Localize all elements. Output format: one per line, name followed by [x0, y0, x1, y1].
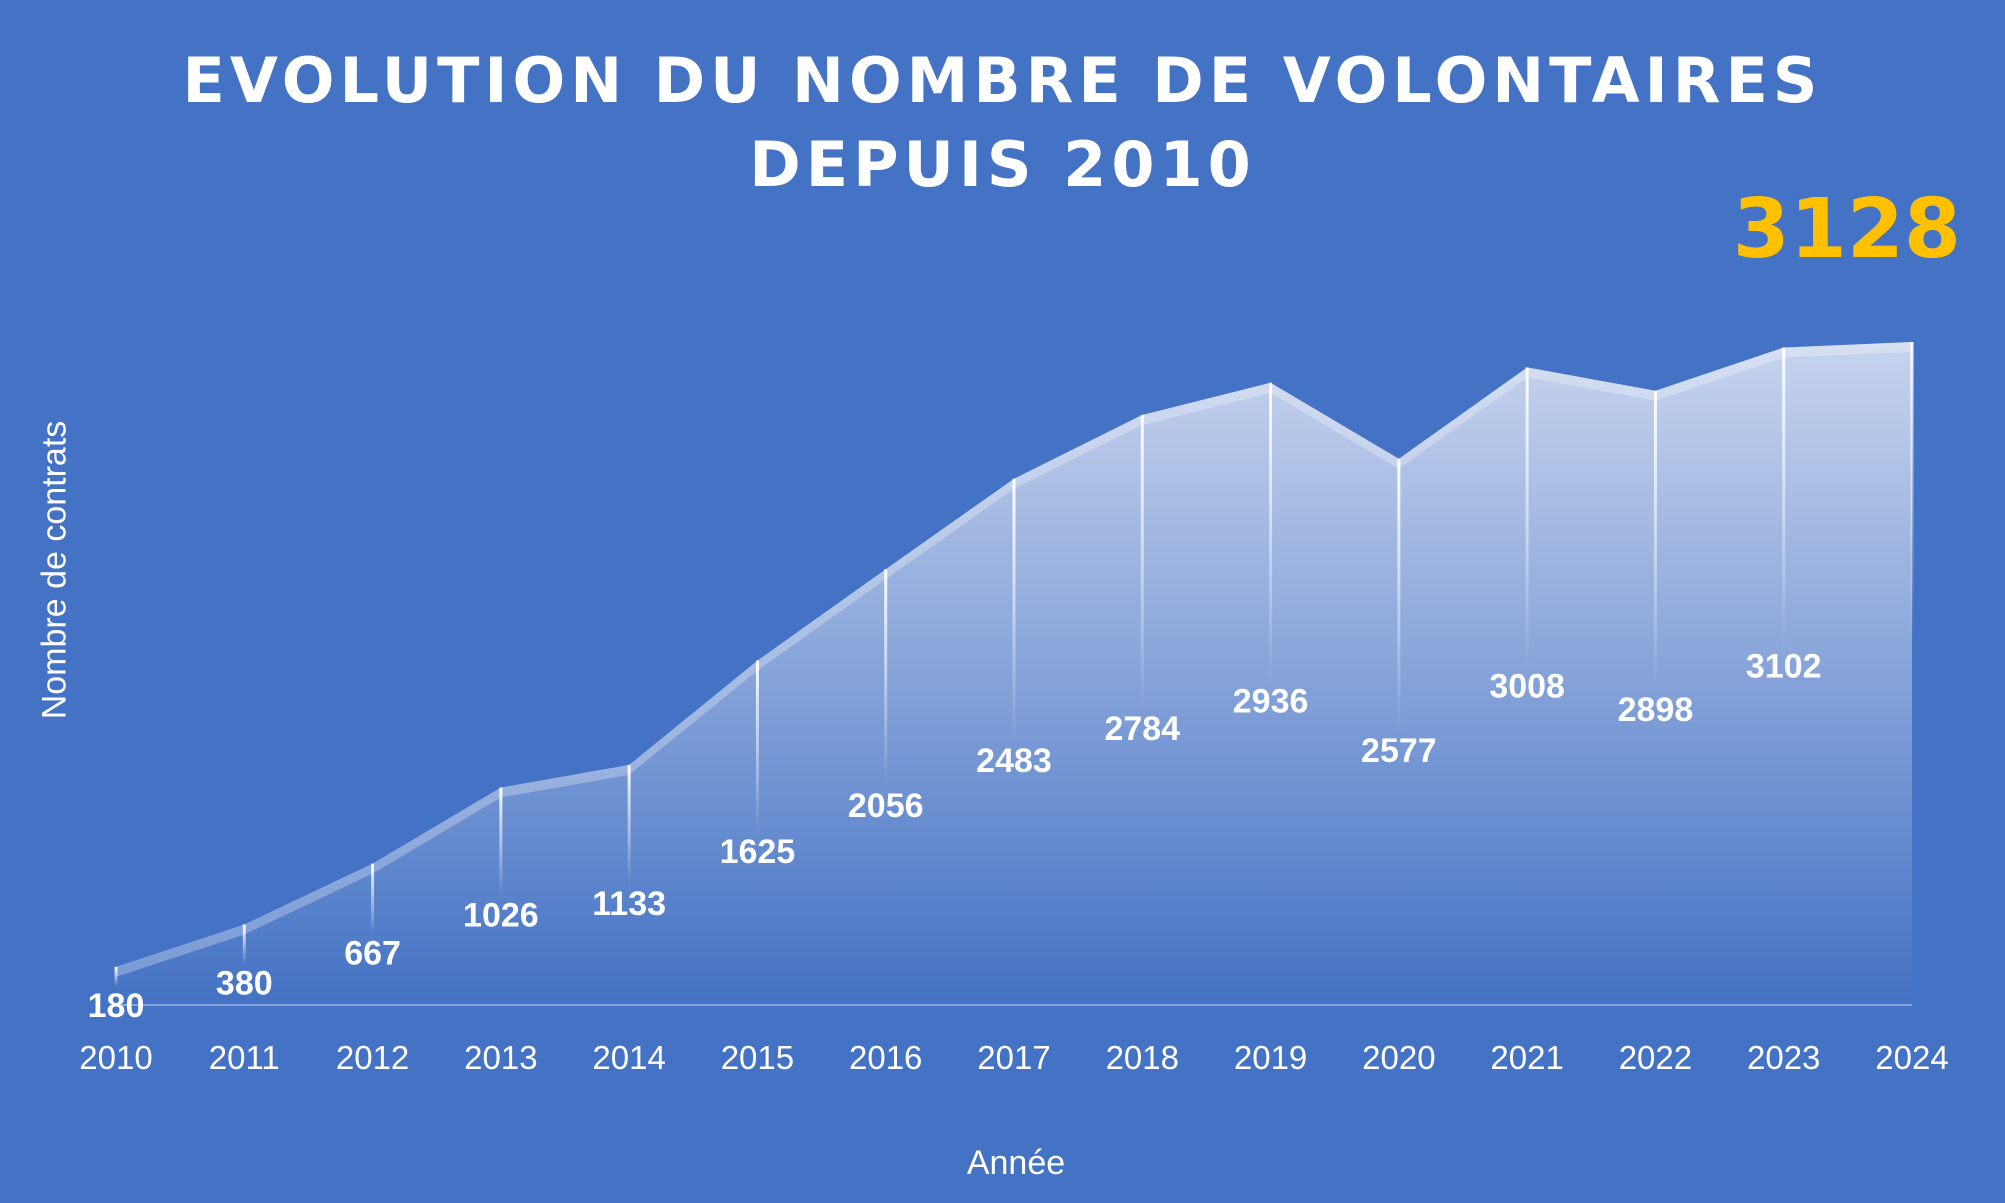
x-tick-label: 2018	[1106, 1039, 1179, 1076]
drop-line	[627, 764, 631, 885]
data-label: 180	[88, 987, 145, 1025]
x-tick-label: 2014	[592, 1039, 665, 1076]
drop-line	[755, 660, 759, 833]
drop-line	[1910, 342, 1914, 642]
x-tick-label: 2021	[1490, 1039, 1563, 1076]
x-tick-label: 2017	[977, 1039, 1050, 1076]
data-label: 380	[216, 965, 273, 1003]
drop-line	[884, 569, 888, 788]
x-tick-label: 2019	[1234, 1039, 1307, 1076]
data-label: 2936	[1233, 683, 1309, 721]
x-tick-label: 2020	[1362, 1039, 1435, 1076]
data-label: 1026	[463, 896, 539, 934]
data-label: 2898	[1618, 691, 1694, 729]
data-label: 2483	[976, 742, 1052, 780]
x-tick-label: 2022	[1619, 1039, 1692, 1076]
drop-line	[1525, 367, 1529, 668]
data-label: 3008	[1489, 667, 1565, 705]
x-tick-label: 2010	[79, 1039, 152, 1076]
drop-line	[1397, 458, 1401, 732]
x-tick-label: 2024	[1875, 1039, 1948, 1076]
data-label: 3102	[1746, 648, 1822, 686]
drop-line	[1269, 382, 1273, 683]
data-label: 1625	[720, 833, 796, 871]
x-tick-label: 2011	[209, 1039, 280, 1076]
drop-line	[371, 863, 375, 935]
drop-line	[1653, 390, 1657, 691]
drop-line	[114, 966, 118, 987]
data-label: 2784	[1104, 710, 1180, 748]
x-tick-label: 2023	[1747, 1039, 1820, 1076]
drop-line	[1140, 414, 1144, 710]
x-tick-label: 2012	[336, 1039, 409, 1076]
x-tick-label: 2013	[464, 1039, 537, 1076]
drop-line	[499, 787, 503, 897]
chart-title-line-2: DEPUIS 2010	[749, 128, 1256, 201]
data-label: 667	[344, 934, 401, 972]
highlight-value: 3128	[1732, 182, 1961, 277]
x-tick-label: 2016	[849, 1039, 922, 1076]
chart-title-line-1: EVOLUTION DU NOMBRE DE VOLONTAIRES	[182, 44, 1823, 117]
drop-line	[1012, 478, 1016, 742]
x-tick-label: 2015	[721, 1039, 794, 1076]
data-label: 2056	[848, 787, 924, 825]
x-axis-label: Année	[966, 1144, 1066, 1182]
data-label: 1133	[592, 885, 666, 923]
drop-line	[242, 924, 246, 965]
data-label: 2577	[1361, 732, 1437, 770]
drop-line	[1782, 347, 1786, 648]
